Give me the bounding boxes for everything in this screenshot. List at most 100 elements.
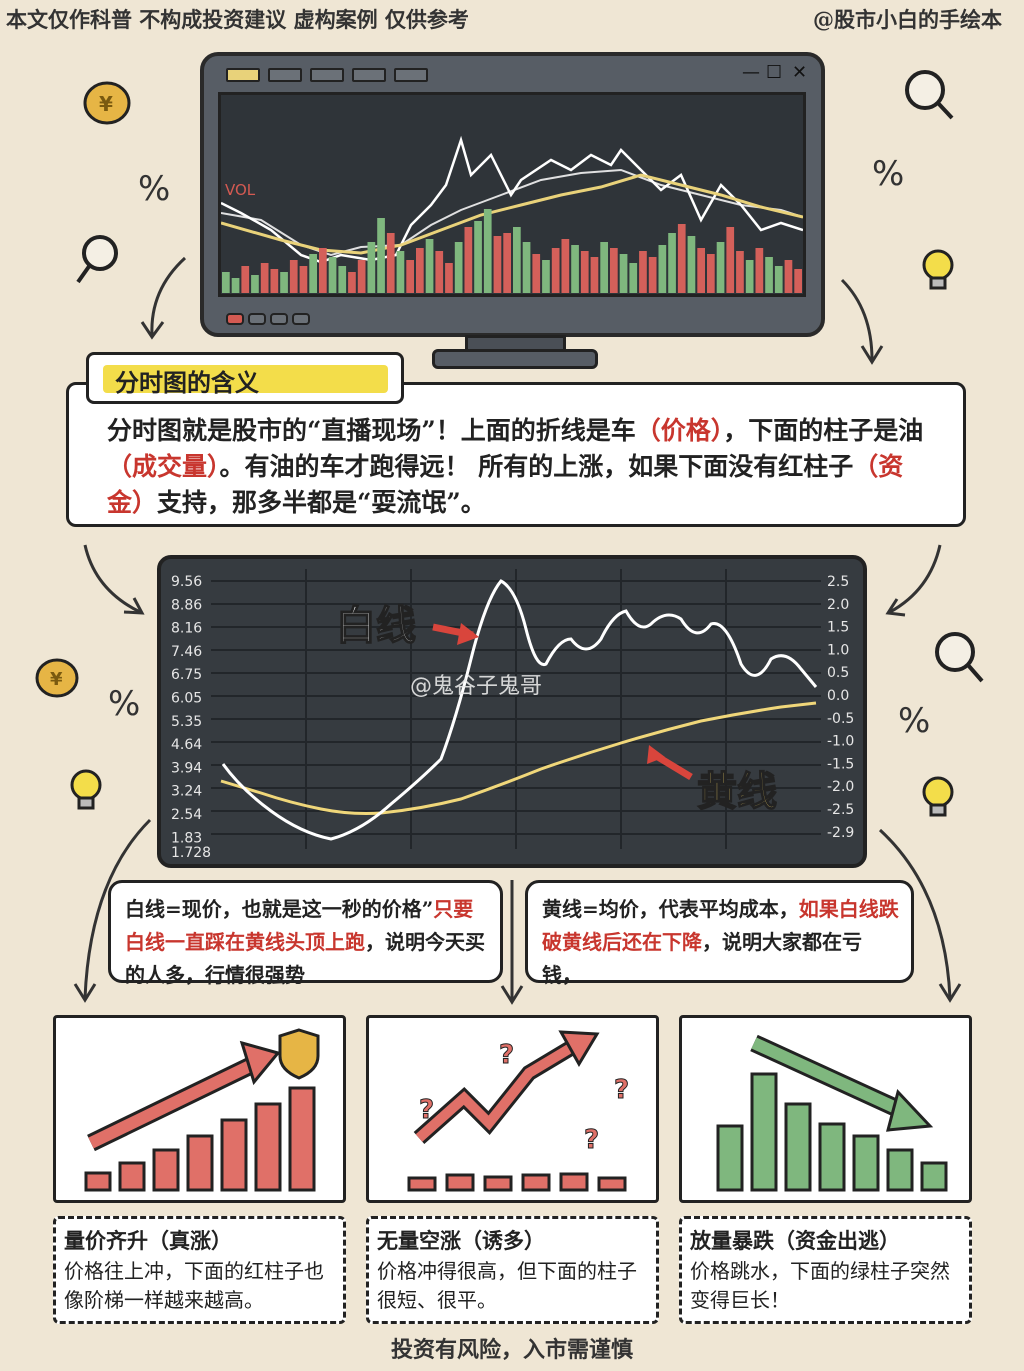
- shield-icon: [278, 1028, 320, 1080]
- white-line-label: 白线: [336, 603, 416, 649]
- right-tick-label: -2.5: [827, 802, 854, 818]
- mini-volume-bar: [406, 260, 414, 293]
- monitor-frame: — ☐ ✕ VOL: [200, 52, 825, 337]
- white-label-arrowhead: [457, 623, 479, 645]
- mini-volume-bar: [765, 257, 773, 293]
- right-tick-label: -0.5: [827, 711, 854, 727]
- close-icon[interactable]: ✕: [792, 62, 808, 83]
- mini-volume-bar: [416, 248, 424, 293]
- desc-highlight-price: （价格）: [635, 416, 724, 445]
- intraday-chart: 9.56 8.86 8.16 7.46 6.75 6.05 5.35 4.64 3.94 3.24…: [157, 555, 867, 868]
- window-tab: [394, 68, 428, 82]
- mini-volume-bar: [687, 236, 696, 293]
- section-title: 分时图的含义: [115, 369, 259, 397]
- caption-title: 无量空涨（诱多）: [377, 1229, 545, 1253]
- right-tick-label: 2.0: [827, 597, 849, 613]
- mini-volume-bar: [736, 251, 744, 293]
- mini-volume-bar: [377, 218, 385, 293]
- mini-volume-bar: [425, 239, 434, 293]
- mini-volume-bar: [561, 239, 570, 293]
- right-tick-label: 0.5: [827, 665, 849, 681]
- mini-white-line-2: [221, 168, 803, 257]
- mini-volume-bar: [697, 248, 705, 293]
- mini-volume-bar: [280, 272, 288, 293]
- mini-volume-bar: [571, 245, 579, 293]
- left-tick-label: 3.94: [171, 760, 202, 776]
- title-highlight: [103, 365, 388, 393]
- indicator-dot: [248, 313, 266, 325]
- mini-volume-bar: [629, 263, 638, 293]
- mini-volume-bar: [348, 272, 356, 293]
- footer-warning: 投资有风险，入市需谨慎: [390, 1337, 633, 1363]
- vol-label: VOL: [225, 181, 256, 199]
- mini-volume-bar: [328, 257, 337, 293]
- left-tick-label: 1.83: [171, 830, 202, 846]
- description-box: 分时图就是股市的“直播现场”！上面的折线是车（价格），下面的柱子是油 （成交量）。…: [66, 382, 966, 527]
- svg-text:¥: ¥: [99, 92, 113, 116]
- desc-text: 支持，那多半都是“耍流氓”。: [157, 488, 486, 517]
- disclaimer-text: 本文仅作科普 不构成投资建议 虚构案例 仅供参考: [6, 7, 469, 32]
- window-tab: [226, 68, 260, 82]
- mini-volume-bar: [755, 248, 764, 293]
- mini-volume-bar: [580, 251, 589, 293]
- svg-text:%: %: [898, 701, 930, 741]
- left-tick-label: 4.64: [171, 737, 202, 753]
- svg-text:?: ?: [614, 1075, 629, 1105]
- intraday-chart-svg: 9.56 8.86 8.16 7.46 6.75 6.05 5.35 4.64 3.94 3.24…: [171, 569, 854, 861]
- caption-1: 量价齐升（真涨） 价格往上冲，下面的红柱子也像阶梯一样越来越高。: [53, 1216, 346, 1324]
- magnifier-icon: [905, 70, 954, 120]
- mini-white-line: [221, 135, 803, 264]
- mini-volume-bar: [542, 260, 550, 293]
- mini-volume-bar: [454, 242, 463, 293]
- white-price-line: [221, 579, 818, 841]
- desc-text: 。有油的车才跑得远！ 所有的上涨，如果下面没有红柱子: [219, 452, 854, 481]
- svg-text:?: ?: [499, 1040, 514, 1070]
- mini-volume-bar: [483, 209, 492, 293]
- author-credit: @股市小白的手绘本: [813, 7, 1002, 32]
- bubble-text: ，也就是这一秒的价格”: [221, 897, 434, 921]
- percent-icon: %% %%: [108, 154, 930, 741]
- right-tick-label: 1.5: [827, 620, 849, 636]
- right-tick-label: -2.0: [827, 779, 854, 795]
- magnifier-icon: [935, 632, 984, 683]
- caption-2: 无量空涨（诱多） 价格冲得很高，但下面的柱子很短、很平。: [366, 1216, 659, 1324]
- left-tick-label: 6.75: [171, 667, 202, 683]
- bubble-highlight: 如果白线跌破黄线后还在下降: [542, 897, 899, 954]
- mini-volume-bar: [396, 251, 405, 293]
- card-volume-drop: [679, 1015, 972, 1203]
- window-tab: [268, 68, 302, 82]
- bubble-highlight: 只要白线一直踩在黄线头顶上跑: [125, 897, 474, 954]
- desc-highlight-volume: （成交量）: [107, 452, 220, 481]
- mini-volume-bar: [658, 245, 667, 293]
- mini-volume-bar: [707, 254, 715, 293]
- mini-volume-bar: [668, 233, 676, 293]
- right-tick-label: 0.0: [827, 688, 849, 704]
- left-tick-label: 8.16: [171, 621, 202, 637]
- mini-volume-bar: [464, 227, 473, 293]
- caption-desc: 价格往上冲，下面的红柱子也像阶梯一样越来越高。: [64, 1259, 324, 1312]
- card-no-volume-rise: ????: [366, 1015, 659, 1203]
- mini-volume-bar: [726, 227, 735, 293]
- mini-volume-bar: [784, 260, 793, 293]
- svg-text:¥: ¥: [50, 669, 63, 690]
- caption-title: 放量暴跌（资金出逃）: [690, 1229, 900, 1253]
- right-tick-label: -1.5: [827, 756, 854, 772]
- window-tab: [310, 68, 344, 82]
- mini-volume-bar: [241, 266, 250, 293]
- lightbulb-icon: [70, 769, 102, 810]
- mini-volume-bar: [648, 257, 657, 293]
- minimize-icon[interactable]: —: [742, 62, 760, 83]
- yellow-average-line: [220, 701, 817, 815]
- mini-chart: VOL: [221, 135, 803, 293]
- maximize-icon[interactable]: ☐: [766, 62, 783, 83]
- yellow-line-explanation: 黄线=均价，代表平均成本，如果白线跌破黄线后还在下降，说明大家都在亏钱，: [525, 880, 914, 987]
- mini-volume-bar: [474, 221, 482, 293]
- desc-highlight-funds: （资金）: [107, 452, 904, 517]
- caption-desc: 价格跳水，下面的绿柱子突然变得巨长！: [690, 1259, 950, 1312]
- coin-icon: ¥: [35, 658, 79, 698]
- right-tick-label: -1.0: [827, 734, 854, 750]
- left-tick-label: 6.05: [171, 691, 202, 707]
- mini-volume-bar: [222, 272, 230, 293]
- left-tick-label: 7.46: [171, 644, 202, 660]
